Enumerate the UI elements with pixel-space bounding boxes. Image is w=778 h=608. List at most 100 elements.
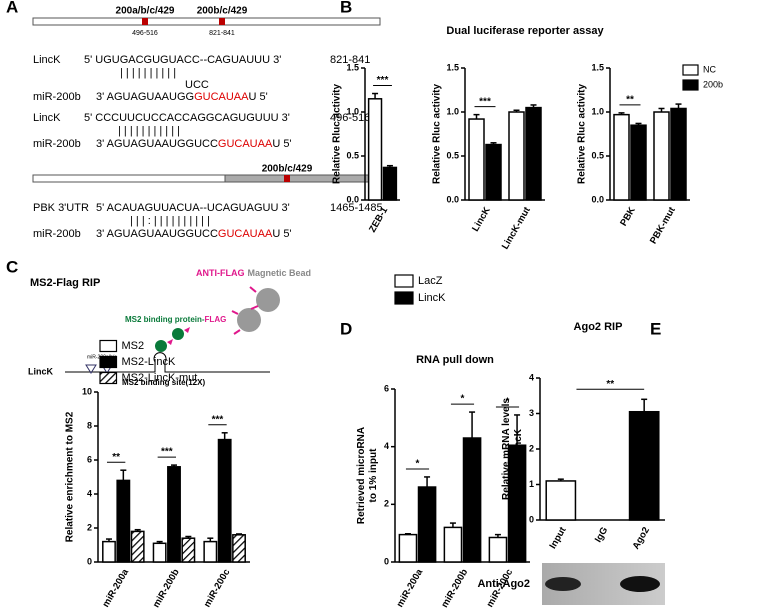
gene-bar [32,17,381,26]
chart-title: RNA pull down [416,354,494,366]
y-tick-label: 1.5 [446,62,459,72]
x-tick-label: PBK-mut [648,205,678,246]
antibody [231,286,259,335]
site-label: 200a/b/c/429 [116,6,175,17]
y-label-line: of LincK [513,428,524,469]
x-tick-label: Ago2 [631,525,652,551]
bar [462,437,482,563]
bar [508,111,525,201]
y-axis-label: Relative Rluc activity [577,84,588,184]
panel-label: B [340,0,352,16]
y-tick-label: 4 [87,488,92,498]
bar [653,111,670,201]
ms2-site: MS2 binding site(12X) [122,378,205,387]
x-tick-label: IgG [593,525,610,544]
x-tick-label: Input [547,525,569,551]
legend-swatch [394,291,414,305]
x-tick-label: miR-200a [100,567,131,608]
seq-range: 821-841 [330,54,370,66]
sequence: | | | | | | | | | | | [118,125,180,137]
legend-swatch [99,355,118,369]
bar [382,166,398,201]
ms2-protein [172,328,184,340]
sequence-part: 3' AGUAGUAAUGGUCC [96,228,218,240]
bar [443,526,463,563]
bar [217,438,232,563]
x-tick-label: miR-200c [202,567,233,608]
y-tick-label: 4 [384,441,389,451]
sequence: 5' ACAUAGUUACUA--UCAGUAGUU 3' [96,202,290,214]
protein: MS2 binding protein- [125,315,205,324]
bar [488,536,508,563]
significance: * [461,394,465,405]
y-tick-label: 0 [529,514,534,524]
sequence-part: 5' ACAUAGUUACUA--UCAGUAGUU 3' [96,202,290,214]
site-label: 200b/c/429 [197,6,248,17]
significance: ** [606,379,614,390]
sequence: 3' AGUAGUAAUGGUCCGUCAUAAU 5' [96,228,292,240]
y-tick-label: 0.0 [346,194,359,204]
sequence-part: GUCAUAA [218,138,273,150]
y-tick-label: 1.5 [346,62,359,72]
y-tick-label: 6 [87,454,92,464]
bar [613,113,630,201]
legend-label: NC [703,64,716,74]
legend-swatch [394,274,414,288]
seq-name: miR-200b [33,138,81,150]
sequence-part: | | | | | | | | | | | [118,125,180,137]
bar [130,530,145,563]
bar [152,542,167,563]
sequence-part: 5' UGUGACGUGUACC--CAGUAUUU 3' [84,54,281,66]
significance: *** [212,414,224,425]
bar [398,533,418,563]
sequence-part: 3' AGUAGUAAUGG [96,91,194,103]
bar [417,486,437,563]
bar [181,537,196,563]
diagram-title: MS2-Flag RIP [30,277,100,289]
y-label-line: Relative mRNA levels [501,398,512,500]
y-axis-label: Retrieved microRNAto 1% input [356,427,379,524]
bar [468,118,485,201]
y-tick-label: 2 [384,499,389,509]
y-tick-label: 1.0 [346,106,359,116]
legend-label: MS2-LincK [122,356,176,368]
sequence-part: | | | | | | | | | | [120,67,176,79]
site-range: 496-516 [132,30,158,37]
sequence-part: GUCAUAA [218,228,273,240]
significance: *** [377,75,389,86]
bead [237,308,261,332]
seq-name: miR-200b [33,91,81,103]
y-axis-label: Relative enrichment to MS2 [65,411,76,542]
bead [256,288,280,312]
x-tick-label: miR-200a [395,567,426,608]
bar [545,480,577,521]
sequence: | | | | | | | | | | [120,67,176,79]
y-tick-label: 1.0 [446,106,459,116]
panel-label: C [6,257,18,276]
site-mark [219,18,225,25]
legend-label: LacZ [418,275,443,287]
site-mark [142,18,148,25]
ms2-protein [155,340,167,352]
y-axis-label: Relative Rluc activity [332,84,343,184]
legend-swatch [99,339,118,353]
y-tick-label: 0.5 [346,150,359,160]
sequence: | | | : | | | | | | | | | | [130,215,210,227]
y-tick-label: 0.5 [446,150,459,160]
legend-swatch [99,371,118,385]
legend-label: 200b [703,79,723,89]
legend-swatch [682,79,699,91]
y-tick-label: 3 [529,408,534,418]
y-tick-label: 6 [384,383,389,393]
panel-label: E [650,319,661,338]
significance: * [416,459,420,470]
bar [670,107,687,201]
y-tick-label: 10 [82,386,92,396]
sequence-part: U 5' [272,138,291,150]
significance: ** [626,95,634,106]
sequence-part: UCC [185,79,209,91]
chart-title: Ago2 RIP [574,321,623,333]
y-tick-label: 0.5 [591,150,604,160]
bar [630,124,647,201]
sequence: 5' CCCUUCUCCACCAGGCAGUGUUU 3' [84,112,290,124]
